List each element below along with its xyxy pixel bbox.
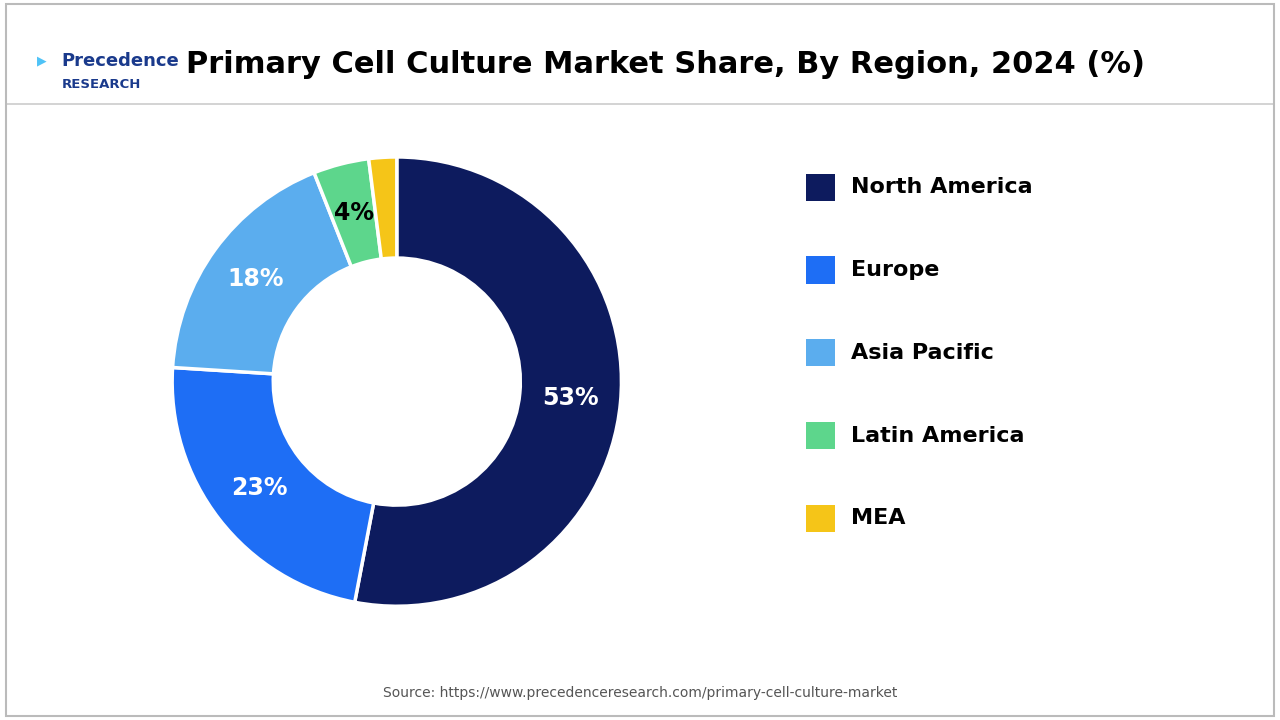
Text: Latin America: Latin America — [851, 426, 1025, 446]
Text: Source: https://www.precedenceresearch.com/primary-cell-culture-market: Source: https://www.precedenceresearch.c… — [383, 685, 897, 700]
Wedge shape — [369, 157, 397, 259]
Wedge shape — [355, 157, 621, 606]
Text: Europe: Europe — [851, 260, 940, 280]
Text: 53%: 53% — [541, 386, 599, 410]
Wedge shape — [173, 173, 351, 374]
Text: Primary Cell Culture Market Share, By Region, 2024 (%): Primary Cell Culture Market Share, By Re… — [186, 50, 1146, 79]
Text: RESEARCH: RESEARCH — [61, 78, 141, 91]
Text: Precedence: Precedence — [61, 52, 179, 70]
Text: MEA: MEA — [851, 508, 906, 528]
Text: 23%: 23% — [230, 477, 288, 500]
Text: Asia Pacific: Asia Pacific — [851, 343, 995, 363]
Text: 4%: 4% — [334, 201, 374, 225]
Wedge shape — [173, 367, 374, 602]
Text: 18%: 18% — [228, 267, 284, 292]
Text: North America: North America — [851, 177, 1033, 197]
Text: ▶: ▶ — [37, 55, 47, 68]
Wedge shape — [314, 158, 381, 266]
